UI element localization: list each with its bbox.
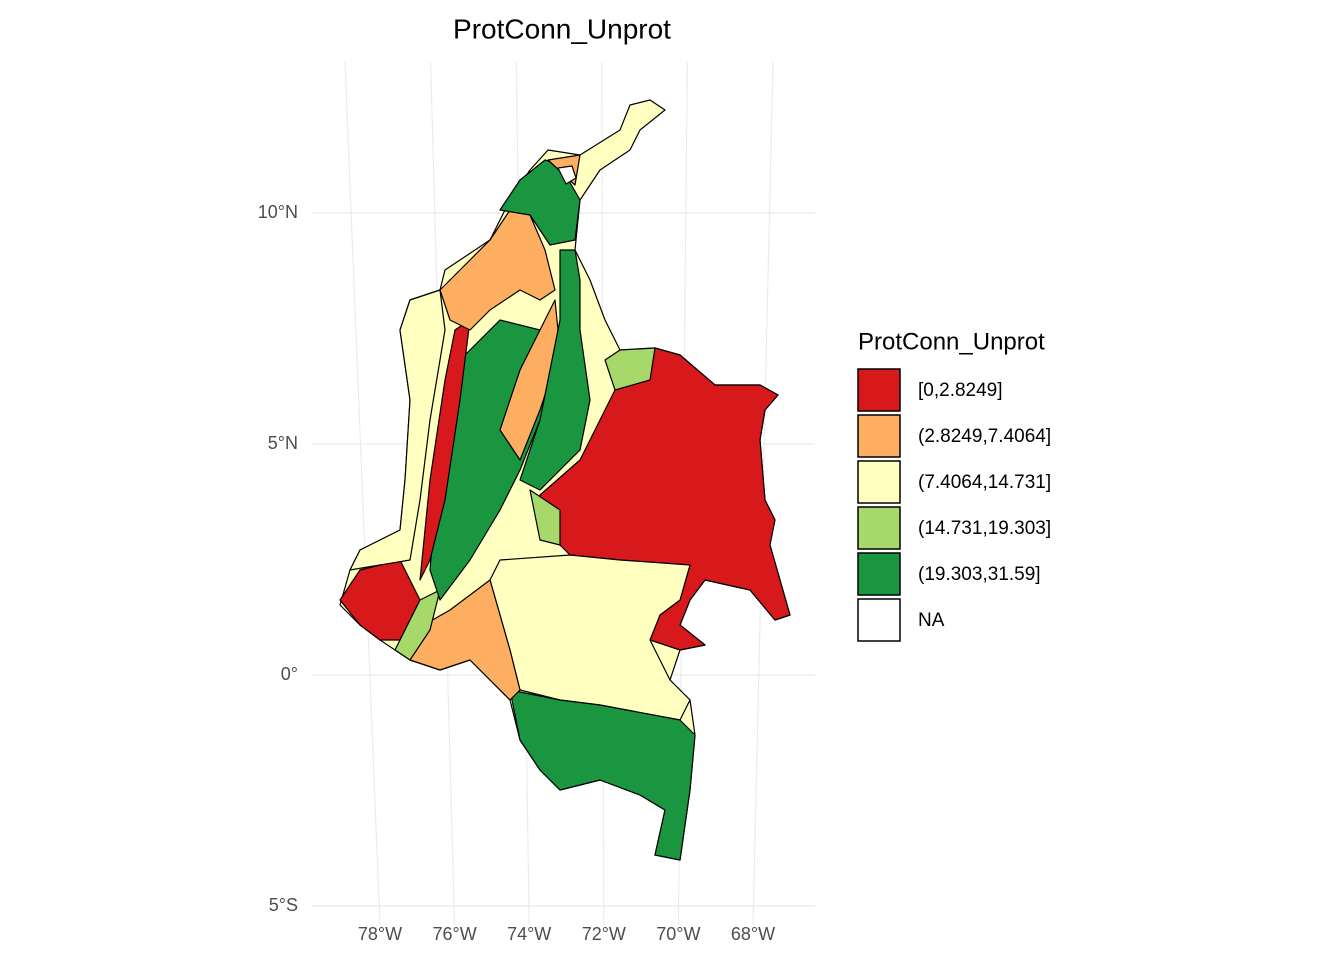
region xyxy=(557,165,577,185)
legend-label: (14.731,19.303] xyxy=(918,518,1051,539)
region xyxy=(409,579,521,701)
x-tick-label: 74°W xyxy=(507,924,551,944)
region xyxy=(539,347,791,651)
regions xyxy=(339,99,791,861)
legend-swatch xyxy=(857,598,901,642)
legend-swatch xyxy=(857,552,901,596)
region xyxy=(394,589,441,661)
region xyxy=(499,159,581,246)
x-tick-label: 76°W xyxy=(432,924,476,944)
y-tick-label: 5°S xyxy=(269,895,298,915)
legend-swatch xyxy=(857,506,901,550)
legend-swatch xyxy=(857,368,901,412)
region xyxy=(439,209,556,331)
legend-label: (2.8249,7.4064] xyxy=(918,426,1051,447)
legend-label: (19.303,31.59] xyxy=(918,564,1041,585)
y-tick-label: 0° xyxy=(281,664,298,684)
legend-label: (7.4064,14.731] xyxy=(918,472,1051,493)
map-title: ProtConn_Unprot xyxy=(453,13,671,44)
legend-label: [0,2.8249] xyxy=(918,380,1003,401)
x-tick-label: 68°W xyxy=(731,924,775,944)
region xyxy=(604,347,656,391)
y-tick-label: 10°N xyxy=(258,202,298,222)
y-tick-label: 5°N xyxy=(268,433,298,453)
legend: [0,2.8249] (2.8249,7.4064] (7.4064,14.731]… xyxy=(857,368,1051,642)
x-tick-label: 70°W xyxy=(656,924,700,944)
legend-label: NA xyxy=(918,610,945,631)
legend-title: ProtConn_Unprot xyxy=(858,328,1045,355)
x-tick-label: 78°W xyxy=(358,924,402,944)
legend-swatch xyxy=(857,460,901,504)
legend-swatch xyxy=(857,414,901,458)
grid-line xyxy=(344,61,381,926)
region xyxy=(529,489,561,546)
x-tick-label: 72°W xyxy=(582,924,626,944)
region xyxy=(509,689,696,861)
region xyxy=(519,249,591,491)
